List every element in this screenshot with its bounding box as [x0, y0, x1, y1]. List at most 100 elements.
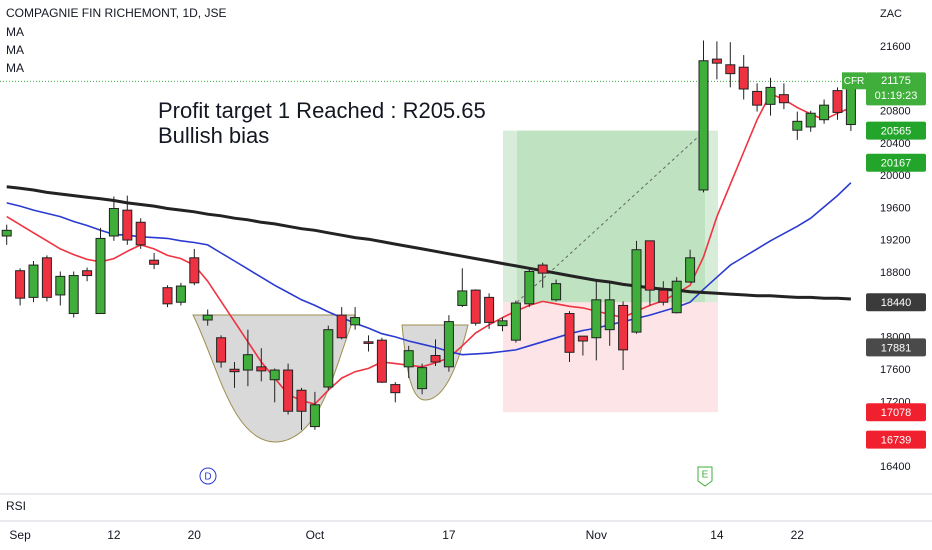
- candle-body: [363, 341, 374, 344]
- x-tick-label: Oct: [306, 528, 325, 542]
- candle-body: [95, 237, 106, 315]
- price-label: 20167: [881, 158, 912, 170]
- candle-body: [336, 314, 347, 339]
- candle-body: [323, 329, 334, 388]
- candle-body: [162, 287, 173, 305]
- candle-body: [644, 240, 655, 291]
- candle-body: [82, 270, 93, 277]
- moving-average: [6, 185, 851, 301]
- plot-area: [0, 40, 862, 430]
- candle-body: [175, 285, 186, 303]
- candle-body: [604, 299, 615, 331]
- candle-body: [149, 259, 160, 265]
- symbol-tag: CFR: [844, 76, 865, 87]
- candle-body: [765, 86, 776, 105]
- candle-body: [832, 90, 843, 113]
- candle-body: [55, 275, 66, 296]
- background: [503, 130, 718, 413]
- candle-body: [1, 229, 12, 237]
- candle-body: [805, 112, 816, 128]
- event-label[interactable]: D: [204, 472, 211, 483]
- candle-body: [202, 314, 213, 321]
- trade-path: [516, 130, 706, 303]
- price-label-box: [866, 121, 926, 140]
- candle-body: [296, 389, 307, 412]
- pane-label: RSI: [6, 499, 26, 513]
- y-tick-label: 16400: [880, 461, 911, 473]
- price-label: 17881: [881, 342, 912, 354]
- price-label-box: [866, 430, 926, 449]
- moving-average: [6, 92, 852, 405]
- candle-body: [524, 271, 535, 305]
- x-tick-label: Sep: [9, 528, 31, 542]
- candle-body: [28, 264, 39, 298]
- candle-body: [216, 337, 227, 363]
- candle-body: [631, 249, 642, 333]
- candle-body: [15, 270, 26, 299]
- price-label-box: [866, 293, 926, 312]
- candle-body: [725, 64, 736, 75]
- price-label: 20565: [881, 126, 912, 138]
- y-tick-label: 18800: [880, 267, 911, 279]
- legend-ma: MA: [6, 61, 24, 75]
- price-label-box: [866, 338, 926, 357]
- legend-ma: MA: [6, 25, 24, 39]
- y-tick-label: 19600: [880, 202, 911, 214]
- candle-body: [376, 339, 387, 383]
- candle-body: [577, 335, 588, 342]
- candle-body: [537, 264, 548, 274]
- price-label-box: [866, 153, 926, 172]
- candle-body: [390, 384, 401, 394]
- y-unit: ZAC: [880, 8, 902, 20]
- x-tick-label: 14: [710, 528, 724, 542]
- candle-body: [229, 368, 240, 373]
- event-marker[interactable]: [697, 466, 713, 487]
- candle-body: [417, 367, 428, 390]
- candle-body: [189, 257, 200, 284]
- candle-body: [403, 350, 414, 368]
- annotation: Profit target 1 Reached : R205.65: [158, 98, 486, 123]
- candle-body: [484, 296, 495, 323]
- event-label[interactable]: E: [702, 470, 709, 481]
- y-tick-label: 17600: [880, 364, 911, 376]
- event-marker[interactable]: [199, 467, 217, 485]
- candle-body: [778, 94, 789, 104]
- candle-body: [309, 404, 320, 428]
- candle-body: [711, 58, 722, 64]
- y-tick-label: 21600: [880, 41, 911, 53]
- legend-ma: MA: [6, 43, 24, 57]
- symbol-tag-box: [842, 72, 866, 90]
- y-tick-label: 20000: [880, 170, 911, 182]
- x-tick-label: 22: [791, 528, 805, 542]
- price-label: 16739: [881, 435, 912, 447]
- candle-body: [510, 302, 521, 341]
- candle-body: [564, 313, 575, 353]
- x-tick-label: 20: [188, 528, 202, 542]
- candle-body: [41, 257, 52, 298]
- candle-body: [618, 304, 629, 351]
- candle-body: [591, 299, 602, 339]
- price-label-box: [866, 403, 926, 422]
- chart-title: COMPAGNIE FIN RICHEMONT, 1D, JSE: [6, 6, 226, 20]
- annotation: Bullish bias: [158, 123, 269, 148]
- price-label: 17078: [881, 407, 912, 419]
- candle-body: [350, 317, 361, 326]
- candle-body: [685, 257, 696, 283]
- moving-average: [6, 182, 852, 356]
- candle-body: [283, 369, 294, 412]
- candle-body: [430, 355, 441, 363]
- last-price-box: [866, 72, 926, 106]
- candle-body: [68, 275, 79, 315]
- candle-body: [671, 280, 682, 314]
- y-tick-label: 19200: [880, 235, 911, 247]
- candle-body: [658, 289, 669, 303]
- price-label: 18440: [881, 297, 912, 309]
- candle-body: [738, 66, 749, 90]
- candle-body: [256, 366, 267, 372]
- candle-body: [269, 369, 280, 381]
- last-price: 21175: [881, 75, 911, 87]
- y-tick-label: 20400: [880, 138, 911, 150]
- candle-body: [470, 289, 481, 324]
- candle-body: [135, 221, 146, 246]
